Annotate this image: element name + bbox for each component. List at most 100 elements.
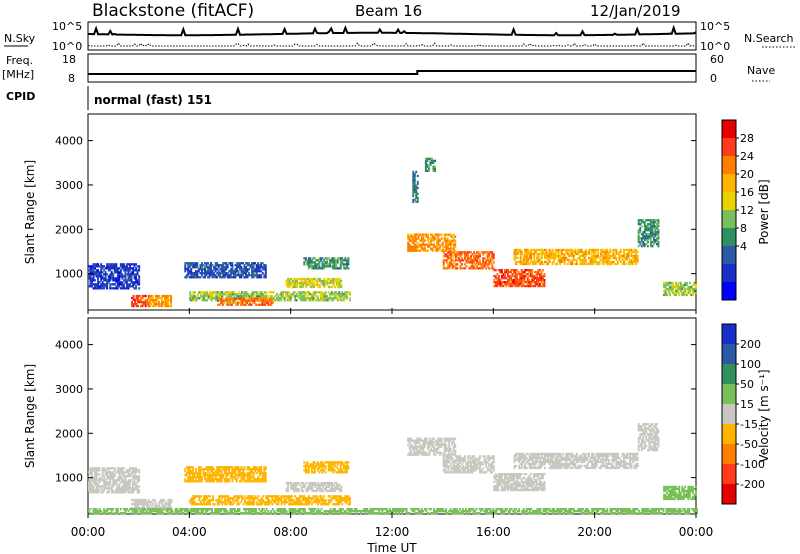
data-cell bbox=[309, 285, 312, 289]
data-cell bbox=[211, 468, 214, 471]
data-cell bbox=[239, 480, 241, 483]
data-cell bbox=[537, 277, 540, 280]
data-cell bbox=[480, 461, 483, 464]
data-cell bbox=[297, 487, 300, 491]
data-cell bbox=[199, 466, 202, 469]
data-cell bbox=[413, 178, 416, 181]
data-cell bbox=[502, 273, 505, 276]
data-cell bbox=[196, 495, 199, 498]
data-cell bbox=[606, 248, 609, 252]
data-cell bbox=[513, 479, 516, 482]
data-cell bbox=[246, 276, 249, 279]
data-cell bbox=[229, 264, 232, 267]
data-cell bbox=[235, 297, 238, 300]
data-cell bbox=[257, 262, 260, 265]
data-cell bbox=[457, 465, 460, 468]
data-cell bbox=[617, 262, 619, 266]
data-cell bbox=[256, 503, 259, 506]
data-cell bbox=[161, 498, 164, 502]
data-cell bbox=[635, 252, 638, 256]
data-cell bbox=[678, 291, 681, 295]
data-cell bbox=[618, 256, 621, 260]
data-cell bbox=[465, 251, 468, 254]
data-cell bbox=[286, 297, 289, 300]
data-cell bbox=[197, 276, 200, 279]
data-cell bbox=[663, 293, 666, 297]
data-cell bbox=[208, 272, 211, 275]
data-cell bbox=[257, 499, 260, 502]
data-cell bbox=[470, 463, 472, 466]
data-cell bbox=[294, 481, 297, 485]
data-cell bbox=[408, 447, 411, 450]
data-cell bbox=[226, 303, 229, 306]
data-cell bbox=[416, 174, 419, 178]
data-cell bbox=[276, 297, 278, 300]
data-cell bbox=[345, 465, 348, 468]
data-cell bbox=[92, 489, 95, 492]
data-cell bbox=[296, 489, 299, 493]
data-cell bbox=[228, 270, 231, 273]
data-cell bbox=[691, 283, 694, 287]
data-cell bbox=[292, 291, 295, 294]
data-cell bbox=[413, 235, 416, 238]
data-cell bbox=[254, 274, 257, 277]
data-cell bbox=[508, 281, 511, 284]
data-cell bbox=[516, 273, 519, 276]
data-cell bbox=[433, 453, 435, 456]
data-cell bbox=[422, 439, 425, 442]
data-cell bbox=[559, 254, 562, 258]
data-cell bbox=[448, 455, 451, 458]
data-cell bbox=[210, 476, 213, 479]
data-cell bbox=[261, 478, 264, 481]
data-cell bbox=[335, 261, 338, 264]
data-cell bbox=[147, 300, 150, 304]
data-cell bbox=[263, 474, 266, 477]
data-cell bbox=[448, 263, 451, 266]
data-cell bbox=[115, 287, 118, 290]
data-cell bbox=[224, 497, 227, 500]
data-cell bbox=[138, 279, 141, 282]
data-cell bbox=[116, 271, 119, 274]
data-cell bbox=[167, 304, 169, 308]
data-cell bbox=[210, 466, 213, 469]
data-cell bbox=[106, 273, 109, 276]
data-cell bbox=[118, 471, 121, 474]
data-cell bbox=[507, 281, 509, 284]
data-cell bbox=[551, 248, 554, 252]
data-cell bbox=[291, 503, 294, 506]
data-cell bbox=[465, 253, 468, 256]
data-cell bbox=[317, 485, 320, 489]
data-cell bbox=[192, 503, 195, 506]
data-cell bbox=[636, 256, 639, 260]
data-cell bbox=[252, 474, 255, 477]
data-cell bbox=[109, 275, 112, 278]
data-cell bbox=[194, 470, 197, 473]
data-cell bbox=[265, 293, 268, 296]
data-cell bbox=[329, 487, 332, 491]
data-cell bbox=[639, 219, 642, 222]
data-cell bbox=[107, 267, 110, 270]
data-cell bbox=[560, 256, 563, 260]
data-cell bbox=[335, 483, 338, 487]
data-cell bbox=[213, 291, 216, 294]
data-cell bbox=[420, 245, 423, 248]
data-cell bbox=[159, 500, 162, 504]
data-cell bbox=[230, 303, 233, 306]
data-cell bbox=[286, 299, 289, 302]
data-cell bbox=[504, 483, 506, 486]
data-cell bbox=[104, 487, 107, 490]
data-cell bbox=[579, 258, 581, 262]
data-cell bbox=[123, 467, 125, 470]
data-cell bbox=[201, 478, 203, 481]
data-cell bbox=[529, 477, 532, 480]
data-cell bbox=[426, 159, 429, 162]
data-cell bbox=[252, 270, 255, 273]
data-cell bbox=[514, 281, 517, 284]
data-cell bbox=[262, 303, 265, 306]
data-cell bbox=[434, 453, 437, 456]
data-cell bbox=[594, 252, 597, 256]
data-cell bbox=[302, 281, 305, 285]
data-cell bbox=[92, 467, 95, 470]
data-cell bbox=[606, 252, 609, 256]
data-cell bbox=[317, 461, 319, 464]
